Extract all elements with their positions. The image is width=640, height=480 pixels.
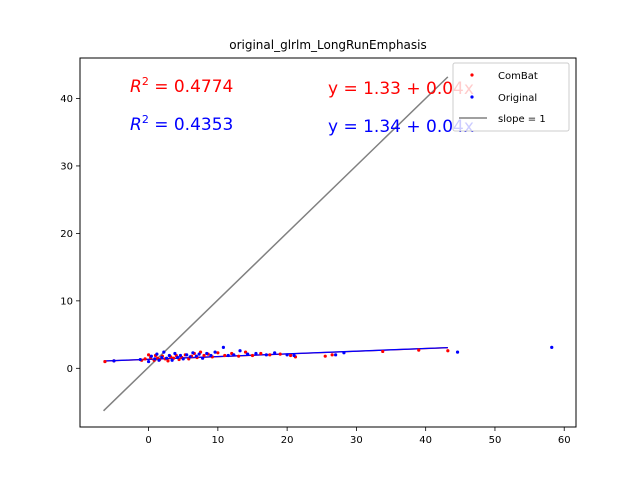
- fit-original-annotation: y = 1.34 + 0.04x: [328, 117, 474, 137]
- combat-point: [146, 353, 151, 357]
- original-point: [157, 358, 161, 362]
- combat-point: [381, 349, 385, 354]
- original-point: [138, 357, 142, 362]
- original-point: [334, 353, 338, 357]
- x-tick-label: 0: [145, 435, 151, 446]
- original-point: [162, 350, 166, 354]
- y-tick-label: 40: [60, 94, 73, 105]
- original-point: [292, 353, 296, 358]
- x-tick-label: 60: [558, 435, 571, 446]
- combat-point: [288, 353, 293, 358]
- original-point: [209, 353, 213, 358]
- original-point: [188, 355, 192, 359]
- combat-point: [237, 354, 241, 358]
- combat-point: [278, 352, 282, 356]
- original-point: [246, 352, 250, 356]
- combat-point: [202, 353, 206, 358]
- original-point: [167, 353, 171, 358]
- x-tick-label: 30: [350, 435, 363, 446]
- chart-title: original_glrlm_LongRunEmphasis: [229, 38, 427, 52]
- r2-combat-annotation: R2 = 0.4774: [130, 75, 233, 97]
- original-point: [146, 359, 151, 364]
- original-point: [213, 350, 217, 354]
- r2-original-annotation: R2 = 0.4353: [130, 113, 233, 135]
- combat-point: [446, 349, 450, 353]
- fit-combat-annotation: y = 1.33 + 0.04x: [328, 79, 474, 99]
- legend-original-marker: [470, 95, 474, 99]
- x-tick-label: 20: [281, 435, 294, 446]
- original-point: [153, 357, 157, 361]
- original-point: [455, 350, 460, 354]
- original-point: [264, 353, 268, 357]
- original-point: [160, 355, 164, 360]
- x-tick-label: 50: [489, 435, 502, 446]
- original-point: [194, 354, 198, 358]
- x-tick-label: 40: [419, 435, 432, 446]
- combat-point: [259, 351, 263, 356]
- original-point: [181, 357, 185, 361]
- original-point: [173, 351, 177, 356]
- original-point: [342, 351, 346, 355]
- original-point: [232, 353, 236, 357]
- legend-original-label: Original: [498, 93, 537, 104]
- legend: ComBat Original slope = 1: [452, 62, 570, 132]
- original-point: [201, 356, 205, 360]
- original-point: [285, 353, 289, 357]
- combat-point: [417, 348, 421, 352]
- y-tick-label: 30: [60, 161, 73, 172]
- x-tick-label: 10: [211, 435, 224, 446]
- legend-frame: [452, 62, 570, 132]
- original-point: [185, 353, 189, 357]
- combat-point: [330, 353, 334, 357]
- original-point: [221, 345, 225, 349]
- original-point: [205, 351, 209, 356]
- combat-point: [216, 351, 220, 355]
- legend-combat-label: ComBat: [498, 71, 538, 82]
- legend-slope-label: slope = 1: [498, 114, 546, 125]
- combat-point: [250, 353, 255, 358]
- combat-point: [143, 357, 147, 361]
- original-point: [254, 351, 258, 356]
- y-tick-label: 10: [60, 296, 73, 307]
- original-point: [238, 349, 242, 353]
- original-point: [112, 359, 116, 363]
- combat-point: [166, 359, 170, 363]
- original-point: [155, 352, 159, 356]
- original-point: [149, 354, 153, 358]
- combat-point: [223, 353, 227, 358]
- y-tick-label: 0: [67, 364, 73, 375]
- combat-point: [243, 350, 248, 354]
- combat-point: [323, 354, 327, 358]
- marks-layer: [103, 76, 554, 412]
- original-point: [197, 352, 201, 356]
- slope-line: [103, 76, 449, 412]
- original-point: [170, 358, 174, 362]
- original-point: [550, 345, 554, 349]
- combat-point: [103, 359, 107, 364]
- legend-combat-marker: [470, 73, 474, 77]
- y-tick-label: 20: [60, 229, 73, 240]
- axes-layer: 0 10 20 30 40 50 60 0 10 20 30 40: [60, 57, 577, 446]
- combat-point: [268, 353, 272, 357]
- original-point: [164, 356, 169, 360]
- original-point: [176, 355, 180, 360]
- original-point: [273, 351, 277, 355]
- original-point: [178, 353, 183, 358]
- original-point: [226, 353, 230, 358]
- original-point: [191, 351, 195, 355]
- axes-frame: [79, 57, 577, 428]
